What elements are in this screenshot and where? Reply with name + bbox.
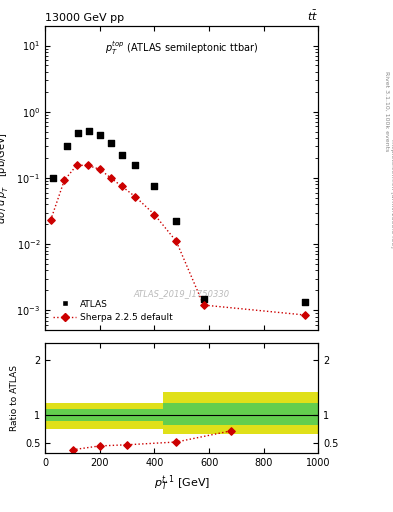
- ATLAS: [119, 151, 125, 159]
- Point: [97, 442, 103, 450]
- ATLAS: [64, 142, 70, 151]
- Sherpa 2.2.5 default: [108, 174, 114, 182]
- Text: mcplots.cern.ch [arXiv:1306.3436]: mcplots.cern.ch [arXiv:1306.3436]: [390, 139, 393, 247]
- Text: Rivet 3.1.10, 100k events: Rivet 3.1.10, 100k events: [385, 71, 389, 151]
- Point: [70, 445, 76, 454]
- Point: [173, 438, 180, 446]
- Sherpa 2.2.5 default: [84, 161, 91, 169]
- Sherpa 2.2.5 default: [301, 311, 308, 319]
- Y-axis label: Ratio to ATLAS: Ratio to ATLAS: [10, 365, 19, 431]
- ATLAS: [132, 161, 138, 169]
- ATLAS: [200, 294, 207, 303]
- Point: [228, 427, 234, 435]
- Sherpa 2.2.5 default: [48, 216, 54, 224]
- ATLAS: [173, 218, 180, 226]
- Sherpa 2.2.5 default: [97, 165, 103, 174]
- Sherpa 2.2.5 default: [200, 301, 207, 309]
- Text: $p_T^{top}$ (ATLAS semileptonic ttbar): $p_T^{top}$ (ATLAS semileptonic ttbar): [105, 39, 258, 57]
- ATLAS: [97, 131, 103, 139]
- Y-axis label: $d\sigma\,/\,d\,p_T^{t,1}$ [pb/GeV]: $d\sigma\,/\,d\,p_T^{t,1}$ [pb/GeV]: [0, 132, 11, 224]
- Sherpa 2.2.5 default: [173, 237, 180, 245]
- X-axis label: $p_T^{t,1}$ [GeV]: $p_T^{t,1}$ [GeV]: [154, 474, 210, 494]
- Text: $t\bar{t}$: $t\bar{t}$: [307, 9, 318, 23]
- ATLAS: [108, 139, 114, 147]
- ATLAS: [86, 126, 92, 135]
- ATLAS: [75, 129, 81, 137]
- ATLAS: [50, 174, 57, 182]
- Sherpa 2.2.5 default: [132, 193, 138, 201]
- ATLAS: [301, 297, 308, 306]
- Sherpa 2.2.5 default: [73, 161, 80, 169]
- ATLAS: [151, 182, 158, 190]
- Sherpa 2.2.5 default: [119, 182, 125, 190]
- Sherpa 2.2.5 default: [151, 210, 158, 219]
- Sherpa 2.2.5 default: [61, 176, 68, 184]
- Point: [124, 441, 130, 449]
- Text: 13000 GeV pp: 13000 GeV pp: [45, 13, 124, 23]
- Legend: ATLAS, Sherpa 2.2.5 default: ATLAS, Sherpa 2.2.5 default: [50, 296, 177, 326]
- Text: ATLAS_2019_I1750330: ATLAS_2019_I1750330: [134, 289, 230, 298]
